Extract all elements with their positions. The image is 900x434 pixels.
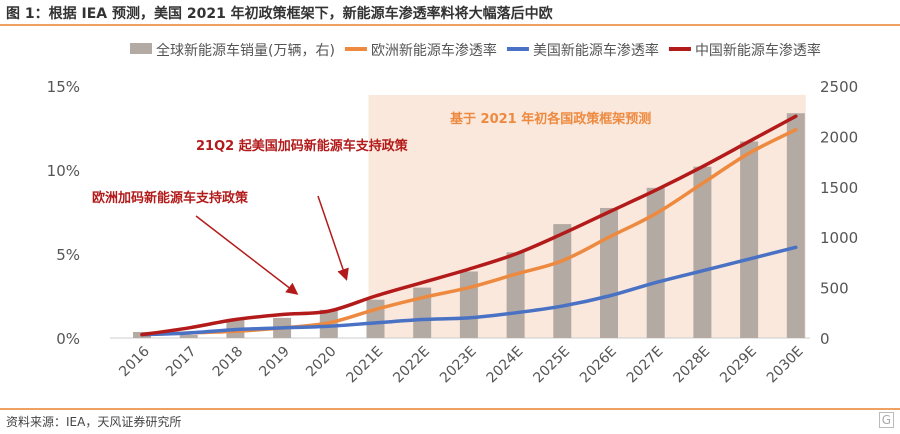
bar: [740, 141, 759, 338]
y-right-tick: 2000: [820, 128, 858, 146]
x-tick: 2030E: [764, 344, 807, 387]
y-right-tick: 1000: [820, 229, 858, 247]
x-tick: 2024E: [484, 344, 527, 387]
x-tick: 2017: [163, 344, 200, 381]
x-tick: 2023E: [437, 344, 480, 387]
x-tick: 2021E: [344, 344, 387, 387]
bar: [366, 299, 385, 338]
bar: [506, 252, 525, 338]
source-note: 资料来源：IEA，天风证券研究所: [6, 415, 182, 429]
y-right-tick: 500: [820, 280, 849, 298]
bottom-divider: [0, 408, 900, 410]
y-left-tick: 10%: [47, 162, 80, 180]
bar: [553, 224, 572, 338]
series-line-1: [140, 245, 798, 337]
x-tick: 2026E: [577, 344, 620, 387]
bar: [786, 113, 805, 338]
legend-bars-label: 全球新能源车销量(万辆，右): [156, 42, 335, 59]
figure-title: 图 1：根据 IEA 预测，美国 2021 年初政策框架下，新能源车渗透率料将大…: [6, 6, 553, 22]
y-left-tick: 5%: [56, 246, 80, 264]
annotation-us-policy: 21Q2 起美国加码新能源车支持政策: [196, 138, 409, 154]
legend-series-0-label: 欧洲新能源车渗透率: [371, 42, 497, 59]
x-tick: 2025E: [530, 344, 573, 387]
bar: [459, 271, 478, 338]
y-left-tick: 0%: [56, 330, 80, 348]
x-tick: 2018: [210, 344, 247, 381]
arrow-us-policy: [317, 195, 349, 281]
legend-series-2-label: 中国新能源车渗透率: [695, 42, 821, 59]
y-left-tick: 15%: [47, 78, 80, 96]
x-tick: 2016: [116, 343, 153, 380]
y-right-tick: 2500: [820, 78, 858, 96]
forecast-label: 基于 2021 年初各国政策框架预测: [449, 111, 651, 127]
x-tick: 2027E: [624, 344, 667, 387]
series-line-2: [140, 114, 798, 337]
x-tick: 2028E: [670, 344, 713, 387]
x-tick: 2019: [256, 344, 293, 381]
bar: [179, 334, 198, 338]
top-divider: [0, 24, 900, 26]
legend-series-1-label: 美国新能源车渗透率: [533, 42, 659, 59]
x-tick: 2020: [303, 344, 340, 381]
watermark-logo: G: [878, 412, 894, 428]
arrow-eu-policy: [195, 215, 299, 295]
bar: [693, 166, 712, 338]
chart: 基于 2021 年初各国政策框架预测 0% 5% 10% 15% 0 500 1000 1500…: [47, 42, 859, 387]
bar: [600, 207, 618, 338]
x-tick: 2029E: [717, 344, 760, 387]
annotation-eu-policy: 欧洲加码新能源车支持政策: [92, 190, 249, 206]
forecast-region: [368, 95, 806, 338]
y-right-tick: 1500: [820, 179, 858, 197]
y-right-tick: 0: [820, 330, 830, 348]
bar: [646, 187, 665, 338]
x-tick: 2022E: [390, 344, 433, 387]
legend-bars-swatch: [130, 43, 152, 54]
